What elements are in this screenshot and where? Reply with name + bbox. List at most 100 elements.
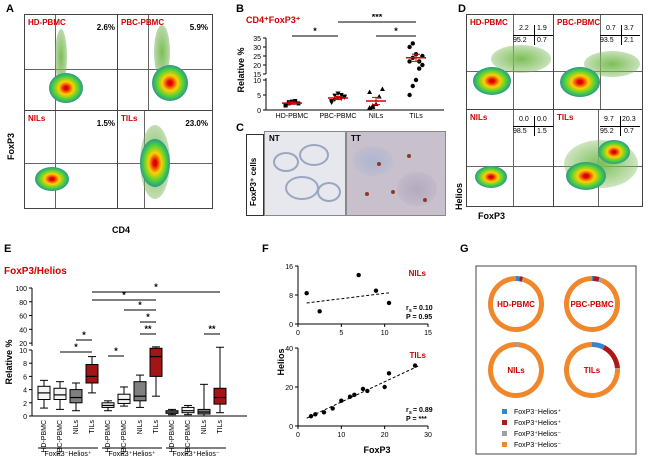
y-tick-label: 20 <box>253 63 261 70</box>
donut-slice <box>614 367 620 370</box>
quad-value: 2.1 <box>624 37 634 44</box>
box-body <box>69 389 83 404</box>
panel-letter-f: F <box>262 243 269 255</box>
r-subscript: s <box>409 308 412 314</box>
panel-c-ylabel: FoxP3⁺ cells <box>249 157 258 206</box>
data-point <box>365 388 370 394</box>
x-category-label: TILs <box>153 420 160 434</box>
facs-tils: TILs 23.0% <box>117 110 213 209</box>
data-point <box>410 83 415 89</box>
significance-label: * <box>122 290 126 300</box>
panel-f-xlabel: FoxP3 <box>363 445 390 455</box>
panel-letter-a: A <box>6 3 14 15</box>
y-tick-label: 8 <box>289 293 293 300</box>
group-label: FoxP3⁻Helios⁺ <box>44 451 91 456</box>
x-tick-label: 10 <box>381 330 389 337</box>
r-label: r <box>406 407 409 414</box>
tissue-structure <box>299 144 329 166</box>
facs-density-blob <box>35 167 69 191</box>
box-body <box>53 387 67 400</box>
tissue-structure <box>317 182 341 202</box>
y-tick-label: 0 <box>289 322 293 329</box>
x-category-label: NILs <box>73 420 80 435</box>
data-point <box>386 371 392 376</box>
donut-slice <box>521 276 525 283</box>
x-tick-label: 20 <box>381 432 389 439</box>
significance-label: * <box>74 342 78 352</box>
y-tick-label: 15 <box>253 72 261 79</box>
data-point <box>360 386 366 392</box>
data-point <box>352 392 357 397</box>
r-label: r <box>406 305 409 312</box>
significance-label: * <box>146 312 150 322</box>
y-tick-label: 100 <box>15 286 27 293</box>
facs-label: NILs <box>28 114 46 123</box>
facs-density-blob <box>152 65 188 101</box>
legend-swatch <box>502 442 507 447</box>
y-tick-label: 10 <box>253 78 261 85</box>
panel-c-label-box <box>246 134 264 216</box>
significance-label: * <box>138 300 142 310</box>
data-point <box>413 77 419 83</box>
data-point <box>410 41 415 46</box>
quad-value: 95.2 <box>513 37 527 44</box>
quad-value: 93.5 <box>600 37 614 44</box>
box-body <box>85 364 99 384</box>
x-category-label: PBC-PBMC <box>121 420 128 456</box>
tissue-structure <box>397 172 437 206</box>
panel-e-ylabel: Relative % <box>4 339 14 384</box>
facs-d-hd-pbmc: HD-PBMC 2.2 1.9 95.2 0.7 <box>466 14 556 112</box>
data-point <box>339 398 344 403</box>
y-tick-label: 35 <box>253 36 261 43</box>
panel-letter-c: C <box>236 122 244 134</box>
facs-density-blob <box>475 166 507 188</box>
y-tick-label: 20 <box>19 341 27 348</box>
x-category-label: PBC-PBMC <box>57 420 64 456</box>
facs-density-blob <box>473 67 511 95</box>
donut-slice <box>516 276 520 282</box>
facs-d-tils: TILs 9.7 20.3 95.2 0.7 <box>553 109 643 207</box>
box-body <box>117 393 131 404</box>
data-point <box>370 104 376 109</box>
x-category-label: NILs <box>369 113 384 120</box>
box-body <box>133 381 147 402</box>
x-category-label: HD-PBMC <box>169 420 176 453</box>
y-tick-label: 0 <box>257 108 261 115</box>
gate-line <box>148 15 149 112</box>
data-point <box>356 272 361 278</box>
x-category-label: NILs <box>137 420 144 435</box>
plot-label: TILs <box>410 351 427 360</box>
histology-tt-image: TT <box>346 131 446 216</box>
significance-label: * <box>313 26 317 36</box>
p-value: P = *** <box>406 416 427 423</box>
plot-label: NILs <box>409 269 427 278</box>
facs-label: HD-PBMC <box>470 18 508 27</box>
quad-divider <box>620 116 621 136</box>
legend-swatch <box>502 420 507 425</box>
panel-f-ylabel: Helios <box>276 348 286 375</box>
facs-density-blob <box>566 162 606 190</box>
x-category-label: PBC-PBMC <box>185 420 192 456</box>
facs-density-blob <box>560 67 600 97</box>
group-label: FoxP3⁺Helios⁻ <box>172 451 219 456</box>
y-tick-label: 8 <box>23 361 27 368</box>
panel-d-ylabel: Helios <box>454 182 464 210</box>
panel-letter-g: G <box>460 243 469 255</box>
quad-value: 95.2 <box>600 128 614 135</box>
tissue-structure <box>353 146 393 176</box>
quad-divider <box>534 25 535 45</box>
histology-nt-label: NT <box>269 134 280 143</box>
facs-density-blob <box>49 73 83 103</box>
x-tick-label: 30 <box>424 432 432 439</box>
panel-d-xlabel: FoxP3 <box>478 211 506 221</box>
gate-line <box>25 163 119 164</box>
data-point <box>417 66 422 71</box>
data-point <box>420 62 425 68</box>
legend-swatch <box>502 431 507 436</box>
y-tick-label: 4 <box>23 388 27 395</box>
facs-hd-pbmc: HD-PBMC 2.6% <box>24 14 120 113</box>
panel-letter-d: D <box>458 3 466 15</box>
box-body <box>213 387 227 405</box>
